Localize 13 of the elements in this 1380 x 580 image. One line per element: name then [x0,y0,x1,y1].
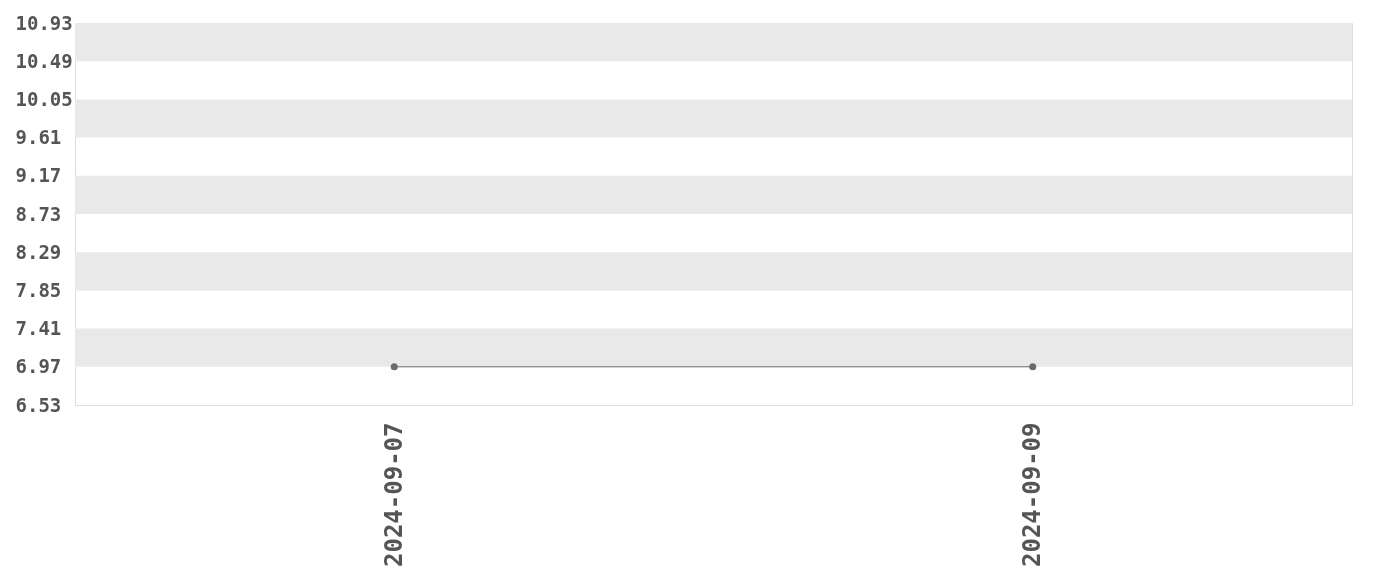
y-tick-label: 6.97 [15,355,62,378]
y-tick-label: 6.53 [15,393,62,416]
y-tick-label: 9.17 [15,164,62,187]
y-tick-label: 7.85 [15,278,62,301]
y-tick-label: 9.61 [15,126,62,149]
y-tick-label: 10.49 [15,49,73,72]
x-tick-label: 2024-09-09 [1018,422,1047,567]
y-tick-label: 10.93 [15,11,73,34]
x-tick-label: 2024-09-07 [379,422,408,567]
y-tick-label: 8.73 [15,202,62,225]
y-tick-label: 10.05 [15,87,73,110]
y-tick-label: 7.41 [15,317,62,340]
y-tick-label: 8.29 [15,240,62,263]
